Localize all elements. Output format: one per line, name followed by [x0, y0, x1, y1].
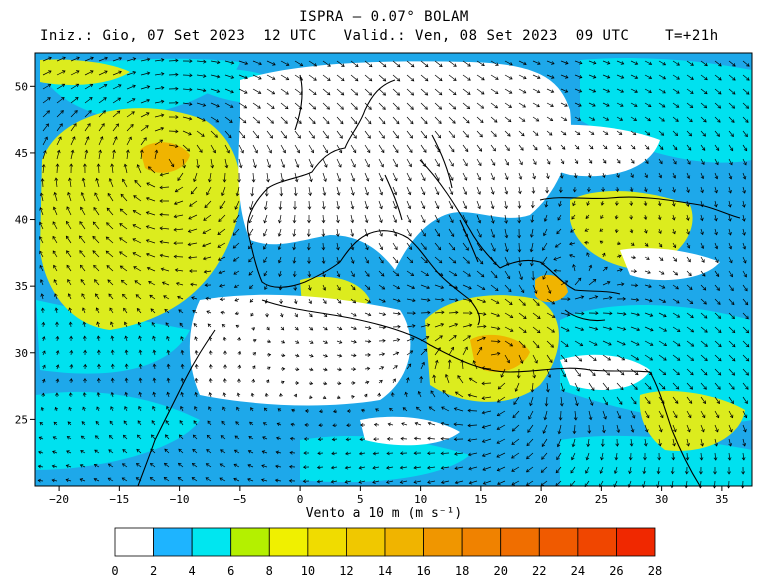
x-tick-label: 15 — [474, 493, 487, 506]
lead-time: T=+21h — [665, 28, 719, 44]
colorbar-label: 6 — [227, 564, 234, 578]
y-tick-label: 50 — [15, 80, 28, 93]
colorbar-swatch — [346, 527, 386, 557]
colorbar-swatch — [268, 527, 309, 557]
x-tick-label: 20 — [534, 493, 547, 506]
colorbar-swatch — [153, 527, 193, 557]
map-frame — [34, 52, 753, 487]
colorbar-label: 24 — [571, 564, 585, 578]
x-tick-label: −15 — [109, 493, 129, 506]
colorbar-swatch — [461, 527, 502, 557]
colorbar-swatch — [538, 527, 579, 557]
valid-date: Valid.: Ven, 08 Set 2023 — [343, 28, 558, 44]
colorbar-swatch — [577, 527, 617, 557]
colorbar-swatch — [616, 527, 656, 557]
colorbar-label: 10 — [301, 564, 315, 578]
colorbar: 0 2 4 6 8 10 12 14 16 18 20 22 24 26 28 — [111, 527, 662, 578]
y-tick-label: 30 — [15, 347, 28, 360]
colorbar-label: 14 — [378, 564, 392, 578]
valid-hour: 09 UTC — [575, 28, 630, 44]
colorbar-label: 8 — [266, 564, 273, 578]
colorbar-label: 16 — [416, 564, 430, 578]
wind-vectors — [37, 56, 750, 489]
colorbar-swatch — [384, 527, 424, 557]
colorbar-label: 4 — [189, 564, 196, 578]
x-tick-label: −20 — [49, 493, 69, 506]
colorbar-label: 26 — [609, 564, 623, 578]
init-hour: 12 UTC — [263, 28, 317, 44]
colorbar-label: 0 — [111, 564, 118, 578]
colorbar-label: 18 — [455, 564, 469, 578]
x-tick-label: −5 — [233, 493, 246, 506]
init-date: Iniz.: Gio, 07 Set 2023 — [40, 28, 246, 44]
colorbar-label: 22 — [532, 564, 546, 578]
axis-ticks: −20 −15 −10 −5 0 5 10 15 20 25 30 35 50 45 40 35 30 25 — [15, 80, 729, 506]
colorbar-swatch — [307, 527, 347, 557]
x-tick-label: 10 — [414, 493, 427, 506]
y-tick-label: 35 — [15, 280, 28, 293]
colorbar-swatch — [423, 527, 463, 557]
y-tick-label: 25 — [15, 413, 28, 426]
colorbar-label: 12 — [339, 564, 353, 578]
x-tick-label: 25 — [595, 493, 608, 506]
colorbar-label: 28 — [648, 564, 662, 578]
x-tick-label: 30 — [655, 493, 668, 506]
colorbar-swatch — [500, 527, 540, 557]
colorbar-swatch — [114, 527, 154, 557]
colorbar-label: 2 — [150, 564, 157, 578]
colorbar-title: Vento a 10 m (m s⁻¹) — [305, 506, 463, 521]
y-tick-label: 45 — [15, 147, 28, 160]
x-tick-label: 0 — [297, 493, 304, 506]
x-tick-label: 35 — [715, 493, 728, 506]
colorbar-label: 20 — [493, 564, 507, 578]
x-tick-label: −10 — [170, 493, 190, 506]
colorbar-swatch — [191, 527, 232, 557]
x-tick-label: 5 — [357, 493, 364, 506]
run-info: Iniz.: Gio, 07 Set 2023 12 UTC Valid.: V… — [40, 28, 740, 44]
map-title: ISPRA — 0.07° BOLAM — [299, 9, 469, 25]
colorbar-swatch — [230, 527, 270, 557]
y-tick-label: 40 — [15, 214, 28, 227]
